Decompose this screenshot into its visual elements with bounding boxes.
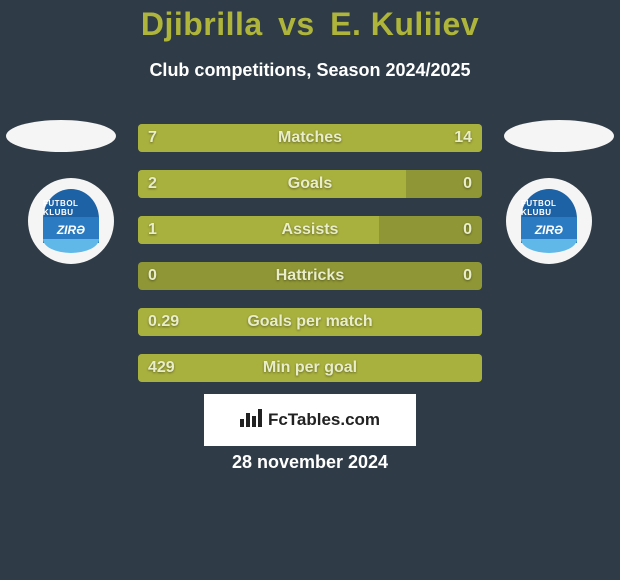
badge-top-text: FUTBOL KLUBU [521,189,577,219]
player1-club-badge: FUTBOL KLUBU ZIRƏ [43,189,99,253]
player2-pedestal-ellipse [504,120,614,152]
stat-bar-label: Goals per match [138,308,482,336]
stat-bar-row: Assists1 0 [138,216,482,244]
stat-bars: Matches714Goals20Assists10Hattricks00Goa… [138,124,482,400]
stat-bar-label: Min per goal [138,354,482,382]
date-text: 28 november 2024 [0,452,620,473]
stat-bar-row: Hattricks0 0 [138,262,482,290]
stat-bar-label: Goals [138,170,482,198]
stat-bar-row: Matches7 14 [138,124,482,152]
badge-bottom [521,239,577,253]
stat-bar-row: Goals per match0.29 [138,308,482,336]
stat-bar-left-value: 429 [148,354,175,382]
stat-bar-label: Assists [138,216,482,244]
title-player2: E. Kuliiev [330,6,479,42]
stat-bar-left-value: 7 [148,124,157,152]
brand-text: FcTables.com [240,409,380,432]
stat-bar-left-value: 0 [148,262,157,290]
title-vs: vs [278,6,315,42]
badge-bottom [43,239,99,253]
title: Djibrilla vs E. Kuliiev [0,6,620,43]
player2-avatar: FUTBOL KLUBU ZIRƏ [506,178,592,264]
stat-bar-label: Hattricks [138,262,482,290]
brand-box: FcTables.com [204,394,416,446]
brand-label: FcTables.com [268,410,380,430]
player1-avatar: FUTBOL KLUBU ZIRƏ [28,178,114,264]
stat-bar-left-value: 2 [148,170,157,198]
stat-bar-left-value: 1 [148,216,157,244]
stat-bar-right-value: 0 [463,216,472,244]
stat-bar-right-value: 14 [454,124,472,152]
brand-chart-icon [240,409,262,432]
subtitle: Club competitions, Season 2024/2025 [0,60,620,81]
stat-bar-right-value: 0 [463,262,472,290]
player2-club-badge: FUTBOL KLUBU ZIRƏ [521,189,577,253]
title-player1: Djibrilla [141,6,263,42]
stat-bar-right-value: 0 [463,170,472,198]
player1-pedestal-ellipse [6,120,116,152]
stat-bar-label: Matches [138,124,482,152]
stat-bar-row: Goals2 0 [138,170,482,198]
stat-bar-left-value: 0.29 [148,308,179,336]
stat-bar-row: Min per goal429 [138,354,482,382]
badge-top-text: FUTBOL KLUBU [43,189,99,219]
comparison-infographic: Djibrilla vs E. Kuliiev Club competition… [0,0,620,580]
